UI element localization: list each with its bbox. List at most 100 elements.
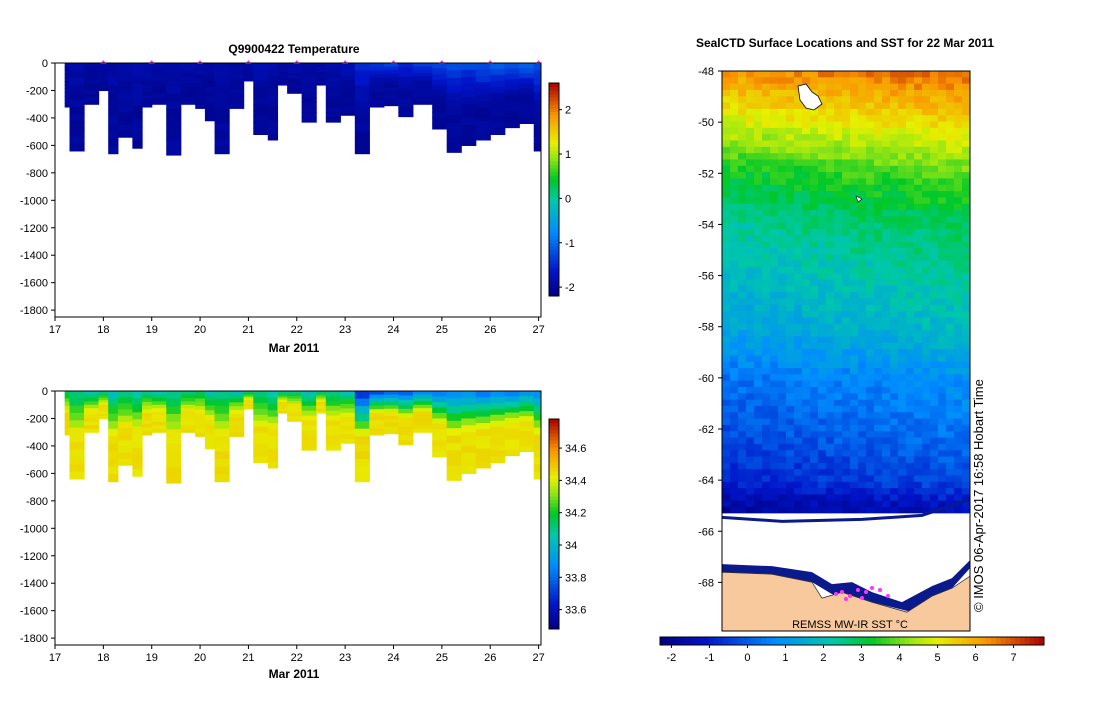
- sst-cell: [938, 355, 947, 363]
- sst-cell: [914, 115, 923, 123]
- sst-cell: [842, 368, 851, 375]
- data-cell: [383, 412, 399, 417]
- sst-cell: [826, 191, 835, 198]
- temperature-field: [64, 63, 541, 156]
- data-cell: [253, 438, 269, 446]
- data-cell: [98, 72, 109, 76]
- sst-cell: [730, 71, 739, 78]
- data-cell: [69, 143, 85, 152]
- data-cell: [117, 397, 133, 404]
- sst-cell: [850, 462, 859, 470]
- data-cell: [214, 93, 230, 102]
- sst-cell: [962, 494, 970, 502]
- sst-cell: [898, 424, 907, 432]
- data-cell: [142, 412, 153, 418]
- data-cell: [340, 80, 356, 86]
- sst-cell: [730, 115, 739, 123]
- sst-cell: [946, 412, 955, 420]
- data-cell: [316, 400, 327, 403]
- data-cell: [214, 406, 230, 415]
- sst-cell: [834, 89, 843, 97]
- sst-cell: [754, 368, 763, 375]
- sst-cell: [818, 146, 827, 154]
- data-cell: [84, 421, 100, 426]
- sst-cell: [850, 405, 859, 413]
- sst-cell: [938, 247, 947, 255]
- data-cell: [533, 121, 541, 130]
- data-cell: [475, 82, 491, 90]
- sst-cell: [730, 361, 739, 369]
- colorbar-swatch: [928, 637, 935, 645]
- sst-cell: [802, 456, 811, 464]
- sst-cell: [882, 134, 891, 142]
- sst-cell: [954, 361, 963, 369]
- sst-cell: [938, 260, 947, 268]
- sst-cell: [946, 285, 955, 293]
- sst-cell: [914, 481, 923, 489]
- sst-cell: [818, 304, 827, 312]
- sst-cell: [898, 304, 907, 312]
- sst-cell: [802, 165, 811, 173]
- sst-cell: [898, 342, 907, 350]
- colorbar-swatch: [976, 637, 983, 645]
- sst-cell: [754, 77, 763, 85]
- sst-cell: [778, 412, 787, 420]
- sst-cell: [954, 159, 963, 167]
- sst-cell: [954, 210, 963, 217]
- sst-cell: [794, 298, 803, 306]
- sst-cell: [794, 216, 803, 224]
- sst-cell: [746, 298, 755, 306]
- sst-cell: [746, 254, 755, 262]
- data-cell: [354, 115, 370, 125]
- sst-cell: [754, 317, 763, 325]
- sst-cell: [834, 222, 843, 230]
- sst-cell: [890, 386, 899, 394]
- data-cell: [519, 446, 535, 453]
- data-cell: [214, 466, 230, 475]
- sst-cell: [778, 178, 787, 186]
- data-cell: [369, 70, 385, 75]
- sst-cell: [730, 172, 739, 179]
- sst-cell: [906, 235, 915, 243]
- sst-cell: [762, 349, 771, 356]
- data-cell: [519, 88, 535, 94]
- sst-cell: [842, 71, 851, 78]
- sst-cell: [754, 437, 763, 445]
- data-cell: [519, 426, 535, 432]
- data-cell: [325, 117, 341, 123]
- sst-cell: [794, 172, 803, 179]
- sst-cell: [954, 165, 963, 173]
- sst-cell: [882, 159, 891, 167]
- colorbar-swatch: [549, 239, 559, 244]
- data-cell: [287, 80, 303, 84]
- sst-cell: [778, 456, 787, 464]
- sst-cell: [858, 260, 867, 268]
- data-cell: [151, 428, 167, 433]
- profile-column: [267, 391, 279, 469]
- colorbar-swatch: [967, 637, 973, 645]
- colorbar-swatch: [828, 637, 834, 645]
- data-cell: [166, 101, 182, 110]
- data-cell: [316, 81, 327, 84]
- data-cell: [316, 72, 327, 75]
- sst-cell: [842, 247, 851, 255]
- sst-cell: [730, 165, 739, 173]
- sst-cell: [826, 431, 835, 439]
- sst-cell: [786, 178, 795, 186]
- data-cell: [132, 405, 143, 413]
- sst-cell: [794, 273, 803, 281]
- sst-cell: [858, 298, 867, 306]
- data-cell: [69, 398, 85, 407]
- data-cell: [412, 83, 433, 88]
- sst-cell: [930, 184, 939, 192]
- data-cell: [98, 404, 109, 408]
- sst-cell: [730, 266, 739, 274]
- sst-cell: [938, 437, 947, 445]
- sst-cell: [762, 450, 771, 457]
- sst-cell: [898, 96, 907, 104]
- data-cell: [316, 68, 327, 71]
- sst-cell: [810, 184, 819, 192]
- sst-cell: [754, 279, 763, 287]
- colorbar-tick-label: -2: [565, 282, 575, 294]
